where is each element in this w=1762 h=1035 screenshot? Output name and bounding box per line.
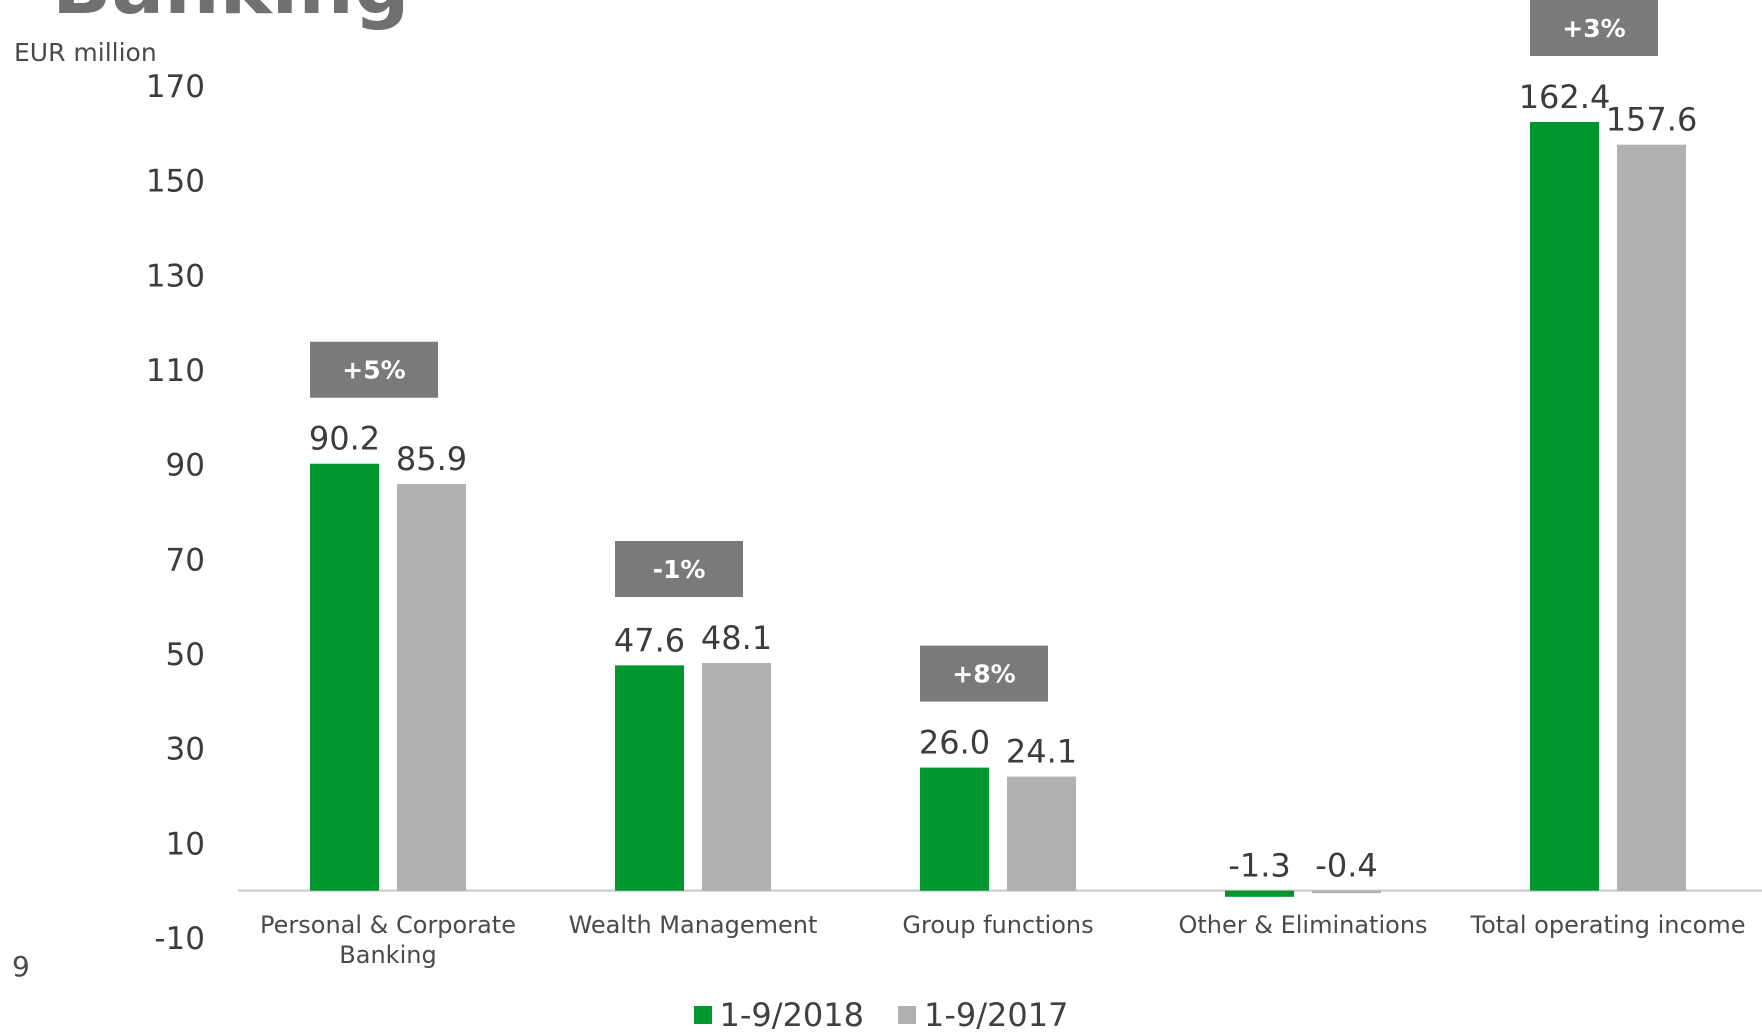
bar-2017 [702, 662, 771, 891]
change-badge [1530, 0, 1658, 56]
x-category-label: Other & Eliminations [1178, 911, 1427, 939]
change-badge-label: -1% [653, 555, 706, 584]
y-tick-label: 90 [166, 448, 205, 484]
bar-2017 [1617, 144, 1686, 891]
x-category-label: Group functions [902, 911, 1093, 939]
legend-swatch-2018 [693, 1006, 712, 1024]
legend-item-2018: 1-9/2018 [693, 996, 864, 1034]
bar-2017 [1312, 890, 1381, 894]
change-badge-label: +8% [952, 660, 1015, 689]
bar-value-label: 26.0 [919, 724, 990, 762]
change-badge-label: +3% [1562, 14, 1625, 43]
x-category-label: Total operating income [1470, 911, 1746, 939]
change-badge [310, 341, 438, 398]
bar-value-label: 85.9 [396, 440, 467, 478]
change-badge [615, 540, 743, 597]
y-tick-label: 30 [166, 732, 205, 768]
x-category-label: Personal & Corporate [260, 911, 516, 939]
bar-2017 [1007, 776, 1076, 891]
bar-2018 [1530, 121, 1599, 891]
bar-2018 [310, 463, 379, 891]
bar-value-label: 24.1 [1006, 733, 1077, 771]
unit-label: EUR million [14, 38, 157, 67]
bar-value-label: 157.6 [1606, 101, 1698, 139]
legend-swatch-2017 [898, 1006, 916, 1024]
y-tick-label: 130 [146, 258, 205, 294]
bar-value-label: 162.4 [1519, 78, 1611, 116]
bar-value-label: 90.2 [309, 420, 380, 458]
bar-value-label: 47.6 [614, 621, 685, 659]
y-tick-label: 110 [146, 353, 205, 389]
x-category-label: Wealth Management [569, 911, 818, 939]
legend-label-2017: 1-9/2017 [924, 996, 1069, 1034]
y-tick-label: 70 [166, 542, 205, 578]
y-tick-label: -10 [154, 921, 205, 957]
y-tick-label: 170 [146, 69, 205, 105]
chart-legend: 1-9/2018 1-9/2017 [0, 996, 1762, 1034]
x-category-label: Banking [339, 941, 436, 969]
y-tick-label: 10 [166, 826, 205, 862]
change-badge-label: +5% [342, 356, 405, 385]
bar-2018 [920, 767, 989, 891]
change-badge [920, 645, 1048, 702]
bar-chart: 170 150 130 110 90 70 50 30 10 -10 90.2 85.9 +5% Pers… [146, 0, 1762, 969]
legend-item-2017: 1-9/2017 [898, 996, 1068, 1034]
bar-value-label: -1.3 [1228, 847, 1290, 885]
bar-2018 [615, 665, 684, 891]
legend-label-2018: 1-9/2018 [719, 996, 864, 1034]
page-number: 9 [12, 950, 30, 983]
page-title: Banking [52, 0, 410, 32]
y-tick-label: 150 [146, 164, 205, 200]
bar-value-label: -0.4 [1315, 847, 1377, 885]
bar-value-label: 48.1 [701, 619, 772, 657]
bar-2017 [397, 484, 466, 891]
y-tick-label: 50 [166, 637, 205, 673]
bar-2018 [1225, 890, 1294, 897]
